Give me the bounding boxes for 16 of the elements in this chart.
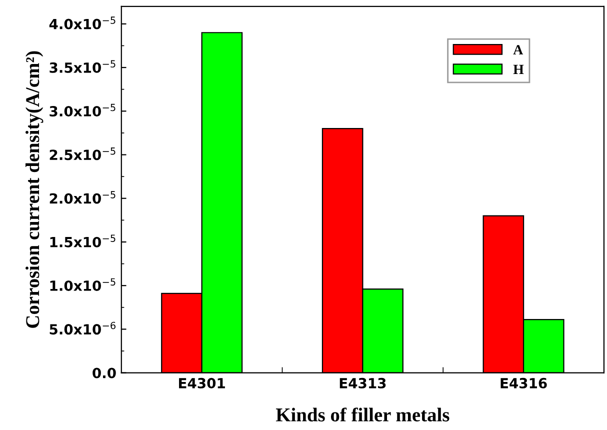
y-tick-label: 3.5x10$^{−5}$: [50, 60, 116, 73]
y-tick-label: 2.5x10$^{−5}$: [50, 148, 116, 160]
x-tick-label: E4313: [340, 378, 386, 388]
legend-label: H: [513, 64, 524, 74]
y-tick-label: 2.0x10$^{−5}$: [50, 191, 116, 204]
y-tick-label: 1.5x10$^{−5}$: [50, 234, 116, 248]
x-tick-label: E4301: [179, 378, 225, 388]
y-tick-label: 1.0x10$^{−5}$: [50, 278, 116, 291]
x-tick-label: E4316: [500, 378, 547, 388]
legend-label: A: [513, 45, 524, 54]
y-tick-label: 0.0: [92, 368, 116, 378]
y-tick-label: 3.0x10$^{−5}$: [50, 104, 116, 117]
y-tick-label: 4.0x10$^{−5}$: [49, 16, 116, 30]
y-axis-title: Corrosion current density(A/cm²): [26, 51, 44, 328]
x-axis-title: Kinds of filler metals: [276, 408, 450, 422]
y-tick-label: 5.0x10$^{−6}$: [50, 322, 116, 335]
